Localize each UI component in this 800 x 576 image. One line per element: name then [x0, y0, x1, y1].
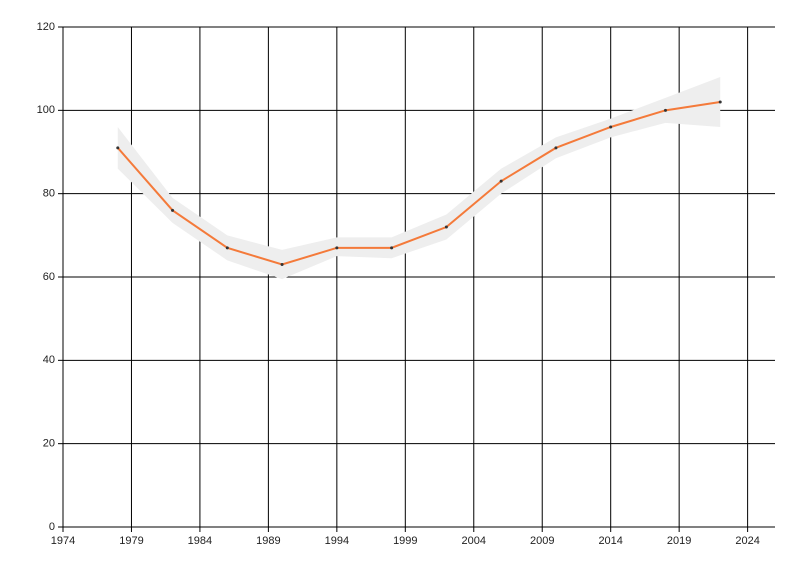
point [116, 146, 120, 150]
x-tick-label: 2024 [735, 535, 759, 547]
point [554, 146, 558, 150]
y-tick-label: 0 [49, 521, 55, 533]
point [444, 225, 448, 229]
point [499, 179, 503, 183]
point [390, 246, 394, 250]
y-tick-label: 120 [37, 21, 55, 33]
point [171, 208, 175, 212]
line [117, 101, 721, 266]
y-tick-label: 40 [43, 354, 55, 366]
x-tick-label: 2004 [462, 535, 486, 547]
x-tick-label: 1984 [188, 535, 212, 547]
y-tick-label: 20 [43, 438, 55, 450]
confidence-band [117, 77, 721, 280]
x-tick-label: 1974 [51, 535, 75, 547]
y-tick-label: 80 [43, 188, 55, 200]
point [718, 100, 722, 104]
x-tick-label: 2009 [530, 535, 554, 547]
point [335, 246, 339, 250]
point [225, 246, 229, 250]
x-tick-label: 1979 [119, 535, 143, 547]
x-tick-label: 2014 [598, 535, 622, 547]
x-tick-label: 1989 [256, 535, 280, 547]
point [663, 108, 667, 112]
y-tick-label: 100 [37, 104, 55, 116]
y-tick-label: 60 [43, 271, 55, 283]
x-tick-label: 1994 [325, 535, 349, 547]
x-tick-label: 2019 [667, 535, 691, 547]
point [609, 125, 613, 129]
x-tick-label: 1999 [393, 535, 417, 547]
point [280, 263, 284, 266]
